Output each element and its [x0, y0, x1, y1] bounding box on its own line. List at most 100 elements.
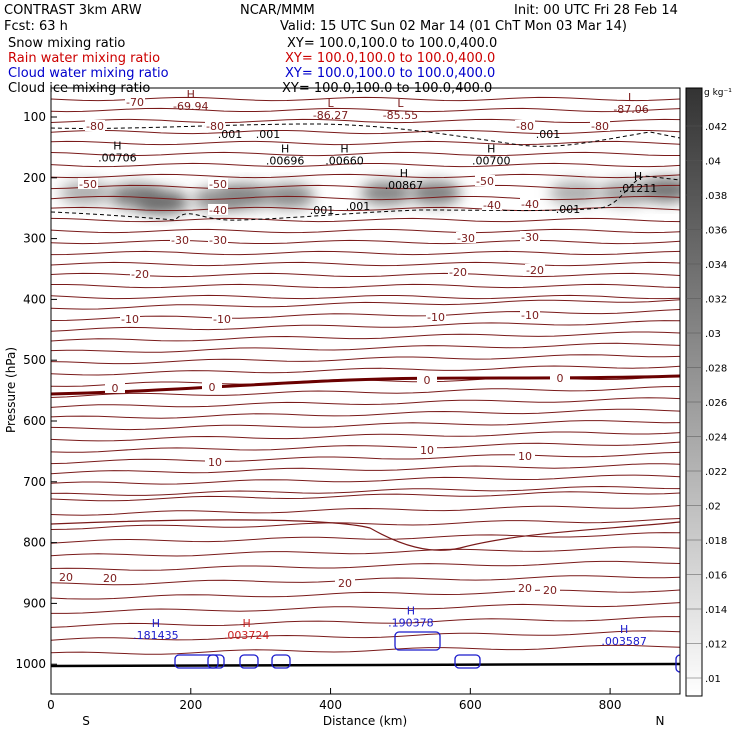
isotherm-line — [51, 239, 680, 245]
colorbar-tick-label: .032 — [705, 295, 727, 306]
cloud-ice-label: .001 — [218, 128, 243, 141]
colorbar-tick-label: .02 — [705, 502, 721, 513]
colorbar-tick-label: .016 — [705, 571, 727, 582]
colorbar-tick-label: .012 — [705, 640, 727, 651]
isotherm-label-bg — [475, 175, 495, 186]
isotherm-label-bg — [56, 571, 76, 582]
colorbar-tick-label: .038 — [705, 191, 727, 202]
extremum-marker: H — [187, 88, 195, 101]
extremum-value: -85.55 — [383, 109, 418, 122]
extremum-value: -87.06 — [613, 103, 648, 116]
isotherm-label-bg — [520, 198, 540, 209]
isotherm-label-bg — [520, 231, 540, 242]
isotherm-label: -10 — [213, 313, 231, 326]
isotherm-label-bg — [426, 311, 446, 322]
isotherm-label-bg — [202, 381, 222, 392]
isotherm-line — [51, 518, 680, 530]
isotherm-label-bg — [208, 234, 228, 245]
isotherm-label: -10 — [521, 309, 539, 322]
isotherm-label: -50 — [209, 178, 227, 191]
extremum-marker: H — [634, 170, 642, 183]
isotherm-label: -20 — [449, 266, 467, 279]
isotherm-label: -30 — [171, 234, 189, 247]
field-rain-name: Rain water mixing ratio — [8, 51, 161, 66]
south-label: S — [82, 714, 90, 728]
isotherm-line — [51, 294, 680, 300]
x-tick-label: 200 — [179, 698, 202, 712]
extremum-marker: L — [327, 97, 334, 110]
isotherm-label: 20 — [543, 584, 557, 597]
isotherm-label: -40 — [483, 199, 501, 212]
isotherm-line — [51, 420, 680, 431]
y-tick-label: 600 — [23, 414, 46, 428]
colorbar-unit: g kg⁻¹ — [704, 88, 732, 98]
cloud-water-contour — [394, 631, 441, 651]
extremum-marker: H — [487, 143, 495, 156]
isotherm-line — [51, 184, 680, 190]
extremum-marker: H — [407, 605, 415, 618]
isotherm-line — [51, 602, 680, 614]
field-snow-xy: XY= 100.0,100.0 to 100.0,400.0 — [287, 36, 498, 51]
colorbar-tick-label: .042 — [705, 122, 727, 133]
y-axis-title: Pressure (hPa) — [4, 347, 18, 433]
isotherm-line — [51, 532, 680, 544]
isotherm-label-bg — [590, 120, 610, 131]
y-tick-label: 200 — [23, 171, 46, 185]
isotherm-line — [51, 250, 680, 256]
y-tick-label: 400 — [23, 292, 46, 306]
extremum-value: -86.27 — [313, 109, 348, 122]
colorbar-tick-label: .03 — [705, 329, 721, 340]
colorbar-tick-label: .028 — [705, 364, 727, 375]
isotherm-label-bg — [120, 313, 140, 324]
extremum-marker: L — [628, 91, 635, 104]
isotherm-label-bg — [515, 450, 535, 461]
snow-blob — [220, 184, 273, 209]
isotherm-label: -20 — [526, 264, 544, 277]
extremum-marker: H — [400, 167, 408, 180]
colorbar-tick-label: .034 — [705, 260, 727, 271]
plot-frame — [50, 87, 681, 695]
cloud-water-contour — [675, 654, 680, 673]
x-tick-label: 600 — [459, 698, 482, 712]
colorbar-tick-label: .01 — [705, 674, 721, 685]
north-label: N — [656, 714, 665, 728]
isotherm-label-bg — [125, 96, 145, 107]
extremum-value: .003587 — [601, 635, 647, 648]
extremum-value: .190378 — [388, 617, 434, 630]
isotherm-label-bg — [417, 374, 437, 385]
isotherm-label-bg — [550, 372, 570, 383]
isotherm-label-bg — [448, 266, 468, 277]
cloud-ice-contour-bottom — [51, 175, 680, 221]
isotherm-line — [51, 261, 680, 267]
isotherm-label-bg — [105, 382, 125, 393]
colorbar — [685, 87, 703, 697]
isotherm-line — [51, 162, 680, 168]
isotherm-label-bg — [515, 120, 535, 131]
isotherm-line — [51, 228, 680, 234]
colorbar-tick-label: .018 — [705, 536, 727, 547]
y-tick-label: 500 — [23, 353, 46, 367]
extremum-value: -69.94 — [173, 100, 208, 113]
model-title: CONTRAST 3km ARW — [4, 3, 142, 18]
cloud-water-contour — [271, 654, 291, 669]
isotherm-label: -20 — [131, 268, 149, 281]
colorbar-tick-label: .022 — [705, 467, 727, 478]
forecast-hour: Fcst: 63 h — [4, 19, 68, 34]
extremum-marker: H — [340, 143, 348, 156]
isotherm-label: -80 — [86, 120, 104, 133]
isotherm-line — [51, 309, 680, 321]
isotherm-line — [51, 299, 680, 310]
isotherm-label: -80 — [206, 120, 224, 133]
isotherm-label: 20 — [518, 582, 532, 595]
isotherm-label: -80 — [516, 120, 534, 133]
extremum-value: .003724 — [224, 629, 270, 642]
y-tick-label: 900 — [23, 596, 46, 610]
cloud-water-contour — [239, 654, 259, 669]
isotherm-label-bg — [130, 268, 150, 279]
isotherm-label-bg — [85, 120, 105, 131]
snow-blob — [136, 190, 189, 215]
isotherm-line — [51, 129, 680, 135]
isotherm-line — [51, 354, 680, 365]
init-time: Init: 00 UTC Fri 28 Feb 14 — [514, 3, 678, 18]
